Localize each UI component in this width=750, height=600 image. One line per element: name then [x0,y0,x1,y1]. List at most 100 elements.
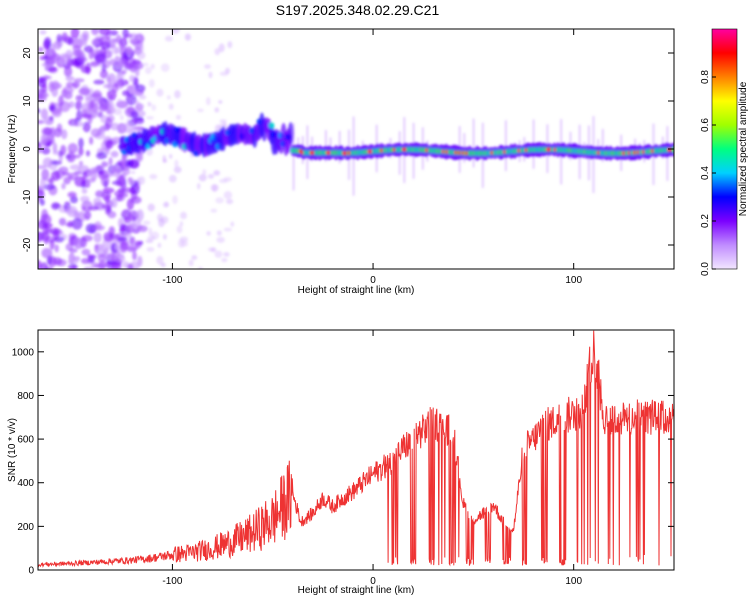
heatmap-cell [102,187,115,194]
x-tick-label: -100 [162,576,182,587]
heatmap-cell [58,217,67,226]
heatmap-cell [202,169,207,176]
heatmap-cell [117,236,128,242]
heatmap-cell [138,95,147,100]
heatmap-cell [92,97,105,105]
x-tick-label: 0 [370,576,376,587]
heatmap-cell [91,38,100,46]
heatmap-cell [98,29,111,36]
heatmap-cell [52,228,60,241]
spectrogram-x-axis-title: Height of straight line (km) [298,285,415,296]
heatmap-cell [91,29,99,36]
heatmap-cell [91,92,101,98]
heatmap-cell [112,38,119,43]
heatmap-cell [214,48,221,56]
heatmap-cell [81,200,93,212]
heatmap-cell [48,255,57,267]
heatmap-cell [133,60,140,71]
snr-y-axis-title: SNR (10 * v/v) [7,418,18,482]
colorbar-ticks: 0.0 0.2 0.4 0.6 0.8 [700,70,716,276]
heatmap-cell [138,176,146,185]
heatmap-cell [118,40,124,50]
heatmap-cell [171,29,180,34]
y-tick-label: -20 [22,237,33,252]
y-tick-label: 10 [22,95,33,107]
spectrogram-x-ticks: -100 0 100 [162,29,582,286]
heatmap-cell [115,73,125,80]
heatmap-cell [57,160,63,165]
heatmap-cell [96,152,108,160]
heatmap-cell [54,244,59,253]
heatmap-cell [151,104,157,111]
spectrogram-y-axis-title: Frequency (Hz) [7,115,18,184]
x-tick-label: -100 [162,275,182,286]
heatmap-cell [176,225,183,234]
heatmap-cell [70,196,78,204]
heatmap-cell [146,147,153,156]
heatmap-cell [110,122,120,131]
heatmap-cell [53,40,62,50]
heatmap-cell [179,221,184,227]
heatmap-cell [227,41,233,49]
heatmap-cell [85,223,97,234]
heatmap-cell [43,183,56,191]
heatmap-cell [116,100,128,109]
heatmap-cell [671,146,674,153]
heatmap-cell [124,46,133,55]
heatmap-cell [101,255,109,261]
heatmap-cell [42,75,50,80]
heatmap-cell [66,153,76,163]
heatmap-cell [82,121,91,133]
heatmap-cell [218,178,228,184]
heatmap-cell [94,53,107,64]
heatmap-cell [39,199,45,206]
heatmap-cell [90,261,99,268]
heatmap-cell [71,38,84,49]
heatmap-cell [81,188,88,194]
heatmap-cell [51,170,61,181]
heatmap-cell [145,239,154,244]
heatmap-cell [210,184,219,192]
heatmap-cell [188,259,194,267]
heatmap-cell [109,103,117,112]
heatmap-cell [89,99,95,109]
heatmap-cell [114,165,121,169]
heatmap-cell [80,66,91,74]
heatmap-cell [52,142,58,153]
heatmap-cell [56,34,63,43]
heatmap-cell [132,38,138,43]
heatmap-cell [67,37,73,46]
heatmap-cell [110,168,121,177]
heatmap-cell [51,80,60,91]
heatmap-cell [175,114,182,121]
colorbar-tick-label: 0.6 [700,118,711,132]
heatmap-cell [219,71,229,76]
heatmap-cell [82,171,88,184]
x-tick-label: 100 [565,576,582,587]
heatmap-cell [73,237,82,250]
heatmap-cell [216,236,225,243]
heatmap-cell [51,51,58,62]
heatmap-cell [110,150,119,158]
heatmap-cell [63,90,73,100]
heatmap-cell [105,139,114,150]
heatmap-cell [81,234,93,242]
heatmap-cell [131,218,142,228]
heatmap-cell [136,67,140,77]
heatmap-cell [216,230,222,236]
heatmap-cell [126,177,136,186]
heatmap-cell [111,197,118,208]
heatmap-cell [125,165,131,171]
heatmap-cell [146,116,154,120]
heatmap-cell [163,233,167,240]
heatmap-cell [223,191,233,200]
heatmap-cell [147,101,151,107]
heatmap-cell [150,231,160,240]
y-tick-label: 600 [17,435,34,446]
heatmap-cell [101,204,106,209]
heatmap-cell [81,102,93,115]
heatmap-cell [85,150,91,157]
y-tick-label: 20 [22,47,33,59]
heatmap-cell [73,78,85,83]
